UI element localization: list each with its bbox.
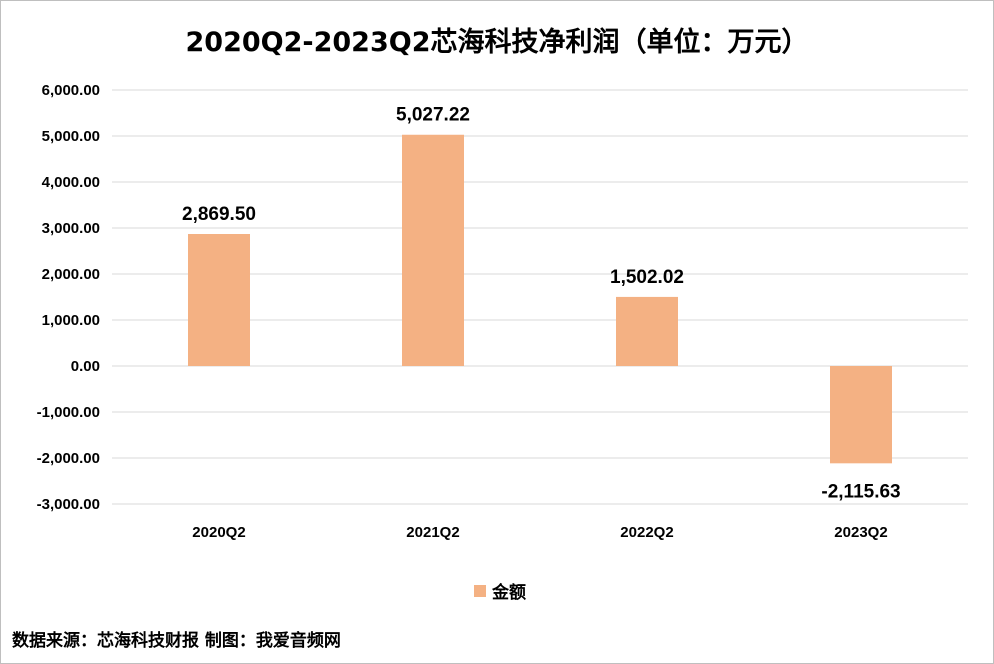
data-label: -2,115.63 bbox=[821, 481, 900, 502]
x-tick-label: 2021Q2 bbox=[406, 524, 459, 541]
y-tick-label: 6,000.00 bbox=[42, 82, 100, 99]
y-tick-label: 2,000.00 bbox=[42, 266, 100, 283]
bar bbox=[188, 234, 250, 366]
x-tick-label: 2020Q2 bbox=[192, 524, 245, 541]
bar bbox=[402, 134, 464, 366]
y-tick-label: -2,000.00 bbox=[37, 450, 100, 467]
bar bbox=[830, 366, 892, 464]
bar bbox=[616, 296, 678, 366]
x-tick-label: 2022Q2 bbox=[620, 524, 673, 541]
y-tick-label: 0.00 bbox=[71, 358, 100, 375]
y-tick-label: 4,000.00 bbox=[42, 174, 100, 191]
y-tick-label: -1,000.00 bbox=[37, 404, 100, 421]
data-label: 1,502.02 bbox=[610, 267, 684, 288]
y-tick-label: 3,000.00 bbox=[42, 220, 100, 237]
legend-swatch bbox=[474, 585, 486, 597]
y-tick-label: -3,000.00 bbox=[37, 496, 100, 513]
y-tick-label: 5,000.00 bbox=[42, 128, 100, 145]
data-label: 2,869.50 bbox=[182, 204, 256, 225]
y-tick-label: 1,000.00 bbox=[42, 312, 100, 329]
legend-label: 金额 bbox=[491, 582, 526, 603]
source-footer: 数据来源：芯海科技财报 制图：我爱音频网 bbox=[12, 631, 341, 651]
data-label: 5,027.22 bbox=[396, 105, 470, 126]
chart-title: 2020Q2-2023Q2芯海科技净利润（单位：万元） bbox=[185, 27, 809, 58]
x-tick-label: 2023Q2 bbox=[834, 524, 887, 541]
